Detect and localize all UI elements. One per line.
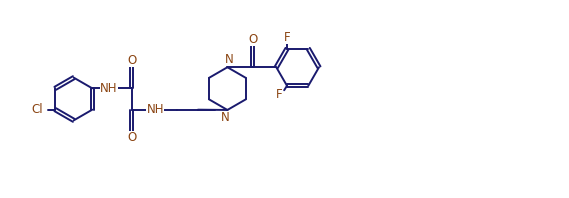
Text: O: O: [248, 33, 257, 46]
Text: O: O: [127, 131, 136, 144]
Text: F: F: [276, 88, 282, 101]
Text: O: O: [127, 54, 136, 67]
Text: NH: NH: [146, 103, 164, 116]
Text: NH: NH: [100, 82, 118, 95]
Text: Cl: Cl: [31, 103, 43, 116]
Text: N: N: [221, 111, 229, 124]
Text: F: F: [284, 31, 290, 44]
Text: N: N: [225, 53, 234, 67]
